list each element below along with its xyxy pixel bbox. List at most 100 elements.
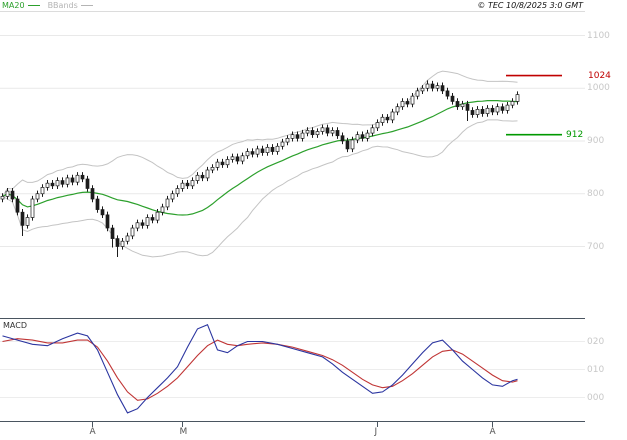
- candle-body: [120, 240, 125, 247]
- macd-panel-label: MACD: [3, 321, 27, 330]
- bollinger-upper-line: [2, 70, 518, 197]
- candle-body: [0, 196, 5, 200]
- candle-body: [370, 127, 375, 134]
- ma20-line-swatch: [27, 5, 40, 6]
- candle-body: [490, 107, 495, 113]
- candle-body: [210, 167, 215, 171]
- candle-body: [360, 134, 365, 139]
- candle-body: [90, 188, 95, 200]
- candle-body: [305, 130, 310, 134]
- candle-body: [145, 217, 150, 226]
- candle-body: [215, 161, 220, 168]
- candle-body: [80, 174, 85, 180]
- candle-body: [105, 214, 110, 229]
- legend-ma20-label: MA20: [2, 0, 25, 10]
- candle-body: [45, 182, 50, 188]
- candle-body: [325, 127, 330, 134]
- candle-body: [125, 235, 130, 242]
- candle-body: [315, 131, 320, 136]
- candle-body: [445, 90, 450, 97]
- candle-body: [340, 135, 345, 142]
- candle-body: [85, 178, 90, 189]
- candle-body: [170, 193, 175, 200]
- candle-body: [270, 146, 275, 152]
- candle-body: [140, 222, 145, 226]
- candle-body: [295, 134, 300, 139]
- candle-body: [330, 130, 335, 134]
- candle-body: [345, 140, 350, 150]
- candle-body: [430, 83, 435, 89]
- candle-body: [20, 211, 25, 226]
- candle-body: [185, 182, 190, 187]
- candle-body: [40, 187, 45, 195]
- candle-body: [95, 198, 100, 210]
- candle-body: [475, 108, 480, 115]
- candle-body: [500, 106, 505, 111]
- candle-body: [195, 174, 200, 181]
- candle-body: [300, 132, 305, 139]
- candle-body: [150, 217, 155, 221]
- candle-body: [420, 87, 425, 92]
- candle-body: [400, 101, 405, 108]
- candle-body: [190, 180, 195, 187]
- candle-body: [485, 107, 490, 114]
- candle-body: [165, 198, 170, 208]
- candle-body: [175, 188, 180, 195]
- candle-body: [5, 190, 10, 197]
- candle-body: [310, 130, 315, 136]
- candle-body: [250, 151, 255, 155]
- candle-body: [385, 116, 390, 121]
- candle-body: [70, 177, 75, 183]
- candle-body: [390, 111, 395, 121]
- candle-body: [260, 148, 265, 153]
- candle-body: [450, 95, 455, 102]
- bollinger-lower-line: [2, 119, 518, 258]
- candle-body: [380, 116, 385, 123]
- candle-body: [130, 227, 135, 237]
- candle-body: [15, 198, 20, 213]
- candle-body: [460, 103, 465, 108]
- candle-body: [480, 108, 485, 114]
- candle-body: [350, 139, 355, 150]
- candle-body: [60, 180, 65, 185]
- candle-body: [375, 122, 380, 129]
- candle-body: [515, 94, 520, 102]
- candle-body: [355, 134, 360, 141]
- candle-body: [405, 101, 410, 105]
- candle-body: [255, 148, 260, 155]
- candle-body: [470, 110, 475, 115]
- candle-body: [290, 134, 295, 139]
- candle-body: [510, 101, 515, 106]
- candle-body: [35, 193, 40, 200]
- candle-body: [425, 83, 430, 89]
- candle-body: [220, 161, 225, 166]
- candle-body: [115, 238, 120, 247]
- candle-body: [65, 177, 70, 185]
- candle-body: [495, 106, 500, 113]
- candle-body: [160, 206, 165, 213]
- candle-body: [415, 90, 420, 97]
- candle-body: [30, 198, 35, 218]
- candle-body: [180, 182, 185, 189]
- candle-body: [365, 132, 370, 139]
- candle-body: [335, 130, 340, 137]
- candle-body: [225, 159, 230, 166]
- candle-body: [100, 209, 105, 216]
- candle-body: [240, 155, 245, 162]
- legend: MA20 BBands: [2, 1, 93, 11]
- candle-body: [280, 141, 285, 147]
- candle-body: [25, 217, 30, 226]
- candle-body: [205, 169, 210, 179]
- candle-body: [465, 103, 470, 111]
- chart-header: MA20 BBands © TEC 10/8/2025 3:0 GMT: [0, 0, 585, 12]
- legend-bbands-label: BBands: [47, 0, 78, 10]
- macd-line: [2, 323, 518, 414]
- macd-signal-line: [2, 338, 518, 401]
- candle-body: [440, 85, 445, 92]
- candle-body: [50, 182, 55, 187]
- candle-body: [505, 104, 510, 111]
- candle-body: [395, 106, 400, 113]
- legend-item-bbands: BBands: [48, 1, 93, 11]
- candle-body: [235, 156, 240, 162]
